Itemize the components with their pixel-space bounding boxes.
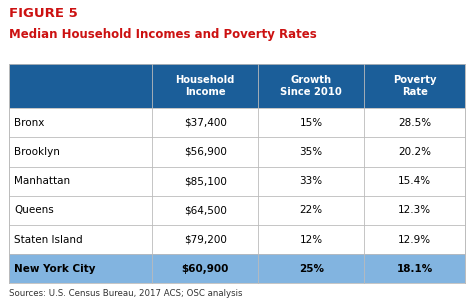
Text: Median Household Incomes and Poverty Rates: Median Household Incomes and Poverty Rat… [9,28,316,41]
Text: $64,500: $64,500 [184,205,227,215]
Text: 28.5%: 28.5% [398,118,431,128]
Text: 25%: 25% [299,264,324,274]
Text: $56,900: $56,900 [184,147,227,157]
Text: 35%: 35% [300,147,323,157]
Text: $79,200: $79,200 [184,235,227,245]
Text: Sources: U.S. Census Bureau, 2017 ACS; OSC analysis: Sources: U.S. Census Bureau, 2017 ACS; O… [9,289,242,298]
Text: Queens: Queens [14,205,54,215]
Text: 12%: 12% [300,235,323,245]
Text: 33%: 33% [300,176,323,186]
Text: Household
Income: Household Income [175,75,235,97]
Text: $37,400: $37,400 [184,118,227,128]
Text: Growth
Since 2010: Growth Since 2010 [280,75,342,97]
Text: 22%: 22% [300,205,323,215]
Text: Bronx: Bronx [14,118,45,128]
Text: $60,900: $60,900 [182,264,229,274]
Bar [9,196,465,225]
Bar [9,137,465,167]
Text: 15.4%: 15.4% [398,176,431,186]
Text: New York City: New York City [14,264,96,274]
Bar [9,254,465,283]
Text: Poverty
Rate: Poverty Rate [393,75,437,97]
Text: 12.3%: 12.3% [398,205,431,215]
Text: FIGURE 5: FIGURE 5 [9,7,77,21]
Bar [9,108,465,137]
Text: 12.9%: 12.9% [398,235,431,245]
Text: Brooklyn: Brooklyn [14,147,60,157]
Bar [9,167,465,196]
Text: $85,100: $85,100 [184,176,227,186]
Text: Staten Island: Staten Island [14,235,83,245]
Text: 20.2%: 20.2% [398,147,431,157]
Text: 18.1%: 18.1% [397,264,433,274]
Bar [9,225,465,254]
Bar [9,64,465,108]
Text: 15%: 15% [300,118,323,128]
Text: Manhattan: Manhattan [14,176,70,186]
